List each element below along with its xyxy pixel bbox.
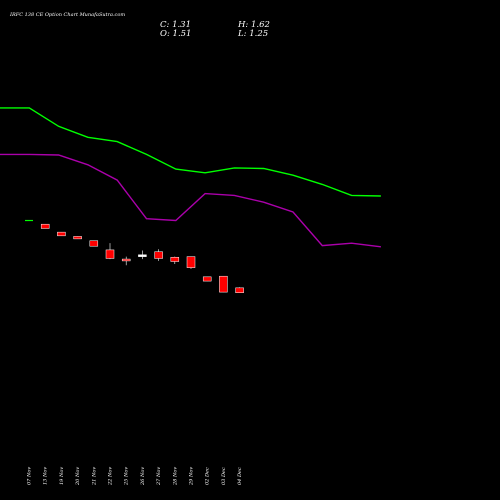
candle: [170, 256, 180, 264]
date-label: 21 Nov: [91, 467, 97, 486]
date-label: 29 Nov: [189, 467, 195, 486]
candle: [57, 231, 66, 237]
date-label: 07 Nov: [27, 467, 33, 485]
candlesticks: [25, 219, 244, 293]
low-readout: L: 1.25: [237, 29, 268, 39]
date-label: 22 Nov: [108, 467, 114, 486]
close-readout: C: 1.31: [160, 20, 191, 30]
candle-body: [89, 240, 99, 247]
series-line-0: [0, 107, 381, 197]
candle-body: [235, 287, 244, 293]
candle: [105, 243, 115, 260]
series-line-1: [0, 153, 381, 248]
candle-body: [57, 231, 66, 237]
candle: [40, 223, 50, 229]
candle-body: [105, 249, 115, 259]
candle-body: [154, 251, 163, 259]
candle-body: [40, 223, 50, 229]
candle: [219, 275, 228, 293]
candle-body: [138, 254, 147, 257]
candle-body: [25, 219, 33, 222]
candle: [154, 249, 163, 261]
candle: [25, 219, 33, 222]
date-label: 25 Nov: [124, 467, 130, 486]
candle: [138, 250, 147, 260]
candle-body: [73, 236, 82, 240]
candle-body: [121, 258, 131, 262]
high-readout: H: 1.62: [237, 20, 270, 30]
date-label: 19 Nov: [59, 467, 65, 485]
candle-body: [186, 256, 196, 268]
candle-body: [170, 256, 180, 262]
candle: [73, 236, 82, 240]
candle-body: [202, 276, 212, 282]
date-axis-labels: 07 Nov 13 Nov 19 Nov 20 Nov 21 Nov 22 Nov 25 N…: [27, 467, 244, 486]
date-label: 27 Nov: [156, 467, 162, 486]
chart-title: IRFC 138 CE Option Chart MunafaSutra.com: [9, 12, 125, 18]
candle-body: [219, 275, 228, 293]
candle: [202, 276, 212, 282]
candle: [186, 256, 196, 269]
moving-average-lines: [0, 107, 381, 248]
date-label: 03 Dec: [221, 467, 227, 485]
date-label: 13 Nov: [43, 467, 49, 485]
open-readout: O: 1.51: [160, 29, 191, 39]
date-label: 04 Dec: [237, 467, 243, 485]
date-label: 26 Nov: [140, 467, 146, 486]
candle: [235, 287, 244, 293]
candle: [89, 240, 99, 247]
candle: [121, 256, 131, 266]
date-label: 02 Dec: [205, 467, 211, 485]
date-label: 28 Nov: [172, 467, 178, 486]
date-label: 20 Nov: [75, 467, 81, 486]
